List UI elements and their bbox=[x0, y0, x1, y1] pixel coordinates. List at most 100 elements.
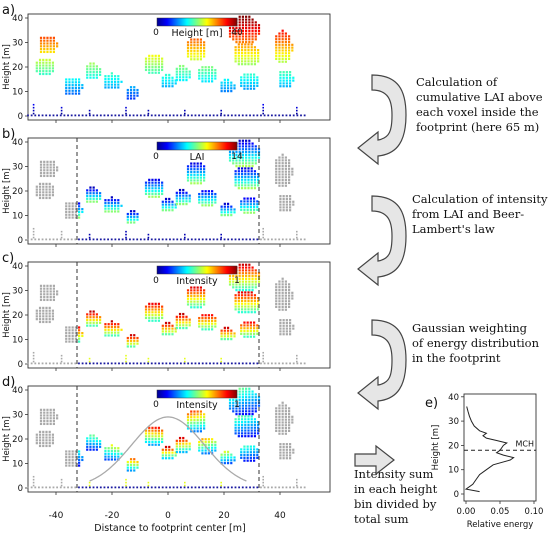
ground-voxel bbox=[147, 114, 150, 117]
ground-voxel bbox=[150, 362, 153, 365]
crown-voxel bbox=[245, 266, 248, 269]
crown-voxel bbox=[211, 71, 214, 74]
crown-voxel bbox=[157, 438, 160, 441]
crown-voxel bbox=[278, 49, 281, 52]
gaussian-weight-curve bbox=[89, 416, 247, 482]
stem-voxel bbox=[220, 481, 222, 484]
crown-voxel bbox=[39, 293, 43, 296]
ground-voxel bbox=[227, 362, 230, 365]
crown-voxel bbox=[151, 302, 154, 305]
crown-voxel bbox=[52, 172, 55, 175]
ground-voxel bbox=[74, 238, 77, 241]
crown-voxel bbox=[278, 40, 281, 44]
crown-voxel bbox=[228, 401, 232, 404]
crown-voxel bbox=[204, 443, 207, 446]
ground-voxel bbox=[74, 114, 77, 117]
crown-voxel bbox=[251, 413, 254, 416]
crown-voxel bbox=[244, 420, 247, 424]
crown-voxel bbox=[151, 435, 154, 438]
crown-voxel bbox=[199, 289, 202, 292]
crown-voxel bbox=[244, 311, 247, 314]
crown-voxel bbox=[161, 324, 164, 327]
crown-voxel bbox=[247, 57, 250, 60]
ground-voxel bbox=[52, 362, 55, 365]
crown-voxel bbox=[249, 445, 252, 448]
crown-voxel bbox=[237, 311, 240, 314]
stem-voxel bbox=[32, 357, 35, 360]
crown-voxel bbox=[74, 461, 77, 464]
crown-voxel bbox=[257, 54, 260, 57]
ground-voxel bbox=[129, 238, 131, 241]
crown-voxel bbox=[238, 150, 241, 154]
crown-voxel bbox=[230, 332, 233, 335]
crown-voxel bbox=[288, 76, 292, 79]
crown-voxel bbox=[129, 221, 133, 224]
crown-voxel bbox=[107, 210, 110, 213]
crown-voxel bbox=[151, 184, 154, 187]
stem-voxel bbox=[60, 481, 63, 484]
crown-voxel bbox=[168, 333, 171, 336]
crown-voxel bbox=[243, 76, 246, 79]
crown-voxel bbox=[249, 203, 252, 206]
crown-voxel bbox=[178, 79, 182, 82]
crown-voxel bbox=[230, 453, 233, 456]
crown-voxel bbox=[246, 456, 249, 459]
crown-voxel bbox=[175, 324, 178, 327]
crown-voxel bbox=[230, 87, 233, 90]
crown-voxel bbox=[193, 176, 196, 179]
crown-voxel bbox=[245, 148, 248, 151]
crown-voxel bbox=[249, 73, 252, 76]
crown-voxel bbox=[246, 81, 249, 85]
crown-voxel bbox=[148, 195, 151, 198]
crown-voxel bbox=[284, 412, 287, 416]
crown-voxel bbox=[71, 340, 74, 343]
y-tick-label: 40 bbox=[12, 138, 23, 148]
crown-voxel bbox=[43, 414, 46, 417]
crown-voxel bbox=[247, 43, 250, 46]
crown-voxel bbox=[278, 432, 281, 435]
ground-voxel bbox=[230, 486, 233, 489]
crown-voxel bbox=[144, 308, 148, 311]
crown-voxel bbox=[243, 208, 246, 211]
crown-voxel bbox=[278, 35, 281, 38]
crown-voxel bbox=[42, 442, 45, 445]
crown-voxel bbox=[52, 284, 55, 287]
ground-voxel bbox=[103, 486, 106, 489]
crown-voxel bbox=[39, 169, 43, 172]
crown-voxel bbox=[284, 43, 287, 46]
crown-voxel bbox=[288, 46, 291, 49]
y-tick-label: 0 bbox=[18, 236, 23, 246]
crown-voxel bbox=[203, 179, 206, 182]
crown-voxel bbox=[74, 337, 77, 340]
crown-voxel bbox=[249, 451, 252, 454]
crown-voxel bbox=[207, 201, 210, 204]
ground-voxel bbox=[289, 486, 291, 489]
ground-voxel bbox=[278, 238, 281, 241]
crown-voxel bbox=[288, 410, 291, 413]
crown-voxel bbox=[292, 448, 295, 451]
crown-voxel bbox=[113, 199, 117, 202]
crown-voxel bbox=[49, 287, 52, 290]
crown-voxel bbox=[89, 62, 92, 65]
crown-voxel bbox=[281, 178, 284, 182]
crown-voxel bbox=[275, 297, 278, 300]
crown-voxel bbox=[161, 68, 164, 72]
crown-voxel bbox=[168, 209, 171, 212]
crown-voxel bbox=[245, 150, 248, 154]
crown-voxel bbox=[199, 176, 202, 179]
crown-voxel bbox=[86, 440, 89, 443]
crown-voxel bbox=[237, 420, 240, 424]
crown-voxel bbox=[45, 315, 48, 318]
crown-voxel bbox=[164, 451, 168, 454]
crown-voxel bbox=[245, 26, 248, 30]
crown-voxel bbox=[230, 84, 233, 87]
crown-voxel bbox=[193, 289, 196, 292]
crown-voxel bbox=[175, 191, 178, 194]
crown-voxel bbox=[278, 57, 281, 61]
crown-voxel bbox=[144, 429, 148, 432]
crown-voxel bbox=[228, 404, 232, 407]
crown-voxel bbox=[247, 418, 250, 421]
crown-voxel bbox=[196, 38, 199, 41]
crown-voxel bbox=[154, 71, 157, 74]
crown-voxel bbox=[240, 327, 243, 330]
